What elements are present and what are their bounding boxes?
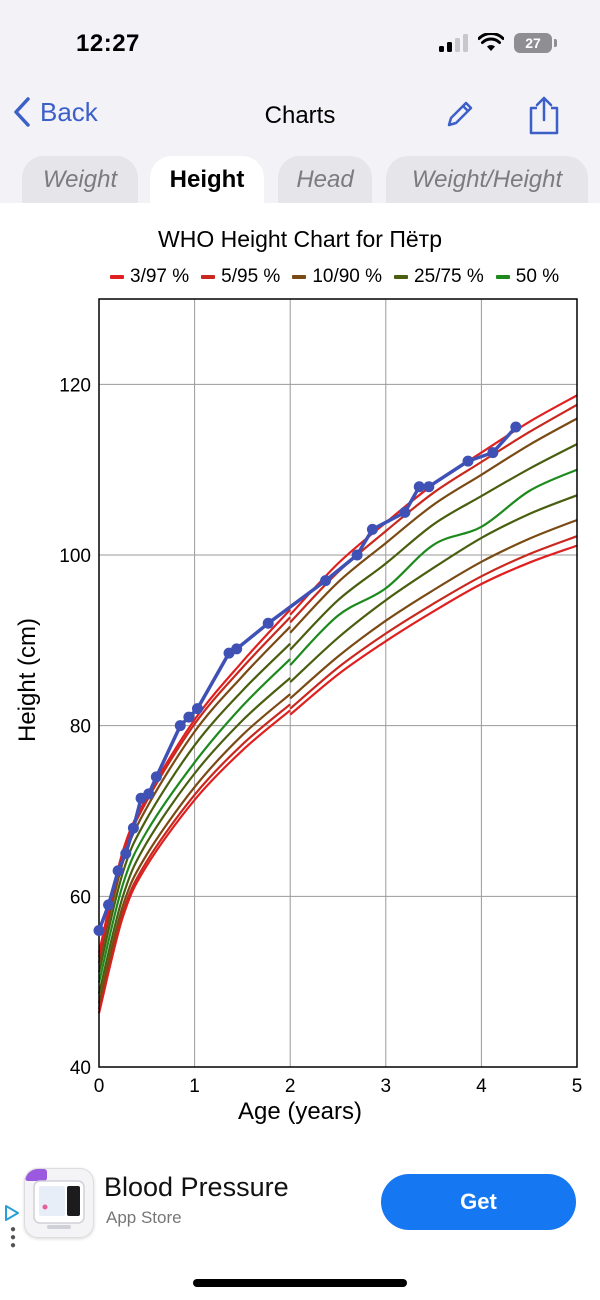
tab-weight[interactable]: Weight <box>22 156 138 203</box>
percentile-3-curve-2-5y <box>289 544 578 716</box>
child-height-point <box>462 455 474 467</box>
header-area: 12:27 27 Back Charts <box>0 0 600 203</box>
x-tick-label: 5 <box>572 1076 583 1097</box>
share-icon <box>529 96 559 135</box>
percentile-75-curve-2-5y <box>289 443 578 651</box>
tab-height[interactable]: Height <box>150 156 264 203</box>
legend-item-5-95: 5/95 % <box>201 266 280 288</box>
legend-swatch <box>201 275 216 279</box>
child-height-point <box>351 549 363 561</box>
x-tick-label: 0 <box>94 1076 105 1097</box>
back-label: Back <box>40 96 98 127</box>
battery-icon: 27 <box>514 33 557 53</box>
legend-item-3-97: 3/97 % <box>110 266 189 288</box>
child-height-point <box>150 771 162 783</box>
legend-label: 10/90 % <box>312 266 383 287</box>
percentile-10-curve-0-2y <box>97 693 291 1004</box>
ad-more-icon[interactable]: ● ● ● <box>10 1224 17 1251</box>
edit-button[interactable] <box>444 98 476 135</box>
percentile-50-curve-0-2y <box>97 658 291 983</box>
ad-get-button[interactable]: Get <box>381 1174 576 1230</box>
percentile-25-curve-0-2y <box>97 677 291 994</box>
child-height-line <box>97 425 518 932</box>
y-tick-label: 40 <box>70 1058 91 1079</box>
legend-label: 3/97 % <box>130 266 190 287</box>
signal-icon <box>439 34 468 52</box>
child-height-point <box>413 481 425 493</box>
child-height-point <box>183 711 195 723</box>
percentile-90-curve-2-5y <box>289 417 578 634</box>
percentile-10-curve-2-5y <box>289 518 578 700</box>
status-icons: 27 <box>438 33 557 53</box>
child-height-point <box>103 899 115 911</box>
child-height-point <box>174 720 186 732</box>
legend-item-50: 50 % <box>495 266 560 288</box>
percentile-25-curve-2-5y <box>289 494 578 683</box>
battery-level: 27 <box>525 35 541 51</box>
wifi-icon <box>478 33 504 51</box>
child-height-point <box>143 788 155 800</box>
child-height-point <box>366 523 378 535</box>
child-height-point <box>510 421 522 433</box>
child-height-point <box>262 617 274 629</box>
ad-app-name[interactable]: Blood Pressure <box>104 1172 289 1202</box>
child-height-point <box>120 848 132 860</box>
legend-swatch <box>394 275 409 279</box>
legend-label: 50 % <box>515 266 560 287</box>
plot-frame <box>98 298 578 1068</box>
share-button[interactable] <box>526 94 562 141</box>
child-height-point <box>487 447 499 459</box>
child-height-point <box>231 643 243 655</box>
y-tick-label: 120 <box>59 375 91 396</box>
child-height-point <box>93 924 105 936</box>
percentile-90-curve-0-2y <box>97 625 291 964</box>
ad-store-label: App Store <box>106 1208 182 1227</box>
x-tick-label: 4 <box>476 1076 487 1097</box>
tab-bar: Weight Height Head Weight/Height <box>0 156 600 203</box>
x-tick-label: 1 <box>189 1076 200 1097</box>
pencil-icon <box>447 101 473 127</box>
child-height-point <box>127 822 139 834</box>
adchoices-icon[interactable] <box>4 1204 20 1222</box>
percentile-5-curve-0-2y <box>97 703 291 1010</box>
chevron-left-icon <box>14 97 30 127</box>
y-tick-label: 80 <box>70 717 91 738</box>
x-axis-label: Age (years) <box>237 1098 363 1125</box>
chart-title: WHO Height Chart for Пётр <box>158 226 442 252</box>
home-indicator[interactable] <box>193 1279 407 1287</box>
tab-weight-height[interactable]: Weight/Height <box>386 156 588 203</box>
legend-label: 5/95 % <box>221 266 281 287</box>
status-time: 12:27 <box>76 30 140 57</box>
back-button[interactable]: Back <box>12 96 98 128</box>
child-height-point <box>399 506 411 518</box>
percentile-75-curve-0-2y <box>97 642 291 973</box>
child-height-point <box>423 481 435 493</box>
tab-head[interactable]: Head <box>278 156 372 203</box>
x-tick-label: 3 <box>381 1076 392 1097</box>
chart-legend: 3/97 % 5/95 % 10/90 % 25/75 % 50 % <box>110 266 559 288</box>
percentile-50-curve-2-5y <box>289 468 578 666</box>
legend-label: 25/75 % <box>414 266 484 287</box>
child-height-point <box>112 865 124 877</box>
x-tick-label: 2 <box>285 1076 296 1097</box>
legend-swatch <box>110 275 124 279</box>
legend-swatch <box>292 275 307 279</box>
child-height-point <box>191 703 203 715</box>
percentile-5-curve-2-5y <box>289 535 578 710</box>
legend-swatch <box>495 275 510 279</box>
ad-banner[interactable]: ● ● ● Blood Pressure App Store Get <box>0 1160 600 1251</box>
child-height-point <box>320 575 332 587</box>
y-axis-label: Height (cm) <box>14 617 41 743</box>
ad-app-icon[interactable] <box>24 1168 94 1238</box>
height-chart: 40 60 80 100 120 0 1 2 3 4 5 <box>59 298 583 1097</box>
y-tick-label: 60 <box>70 887 91 908</box>
blood-pressure-monitor-icon <box>25 1169 85 1229</box>
y-tick-label: 100 <box>59 546 91 567</box>
page-title: Charts <box>264 102 336 129</box>
legend-item-10-90: 10/90 % <box>292 266 382 288</box>
legend-item-25-75: 25/75 % <box>394 266 484 288</box>
